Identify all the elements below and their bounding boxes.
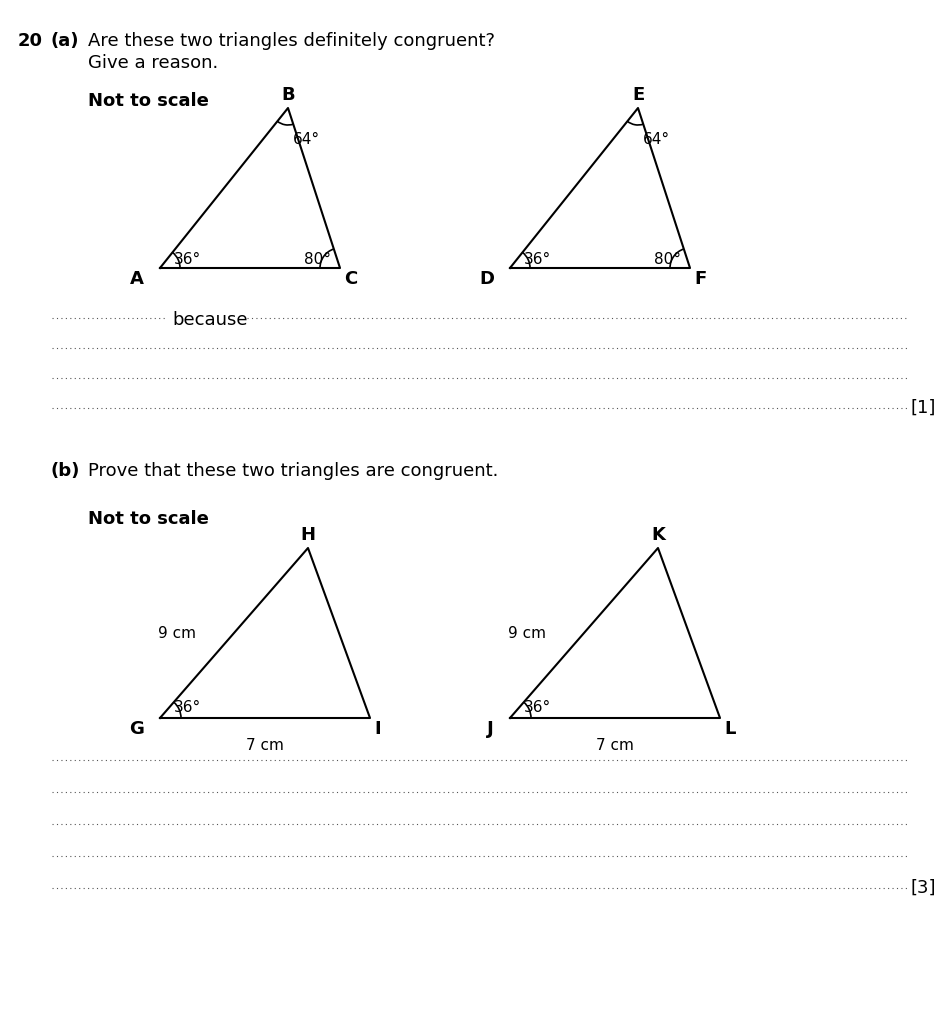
Text: 20: 20 [18, 32, 43, 50]
Text: E: E [632, 86, 644, 104]
Text: L: L [724, 720, 735, 738]
Text: C: C [344, 270, 357, 288]
Text: G: G [129, 720, 144, 738]
Text: 64°: 64° [293, 132, 320, 147]
Text: Not to scale: Not to scale [88, 92, 209, 110]
Text: B: B [281, 86, 295, 104]
Text: Give a reason.: Give a reason. [88, 54, 219, 72]
Text: 36°: 36° [524, 252, 552, 267]
Text: [1]: [1] [910, 399, 935, 417]
Text: Not to scale: Not to scale [88, 510, 209, 528]
Text: (a): (a) [50, 32, 79, 50]
Text: D: D [479, 270, 494, 288]
Text: F: F [694, 270, 706, 288]
Text: 7 cm: 7 cm [246, 738, 284, 753]
Text: (b): (b) [50, 462, 80, 480]
Text: 9 cm: 9 cm [508, 626, 546, 640]
Text: A: A [130, 270, 144, 288]
Text: 9 cm: 9 cm [158, 626, 196, 640]
Text: 36°: 36° [174, 700, 202, 715]
Text: 64°: 64° [643, 132, 670, 147]
Text: I: I [374, 720, 381, 738]
Text: 80°: 80° [654, 252, 681, 267]
Text: 36°: 36° [174, 252, 202, 267]
Text: [3]: [3] [910, 879, 935, 897]
Text: K: K [651, 526, 665, 544]
Text: H: H [300, 526, 315, 544]
Text: 7 cm: 7 cm [596, 738, 634, 753]
Text: Are these two triangles definitely congruent?: Are these two triangles definitely congr… [88, 32, 495, 50]
Text: J: J [487, 720, 494, 738]
Text: Prove that these two triangles are congruent.: Prove that these two triangles are congr… [88, 462, 498, 480]
Text: because: because [172, 311, 248, 329]
Text: 80°: 80° [304, 252, 331, 267]
Text: 36°: 36° [524, 700, 552, 715]
